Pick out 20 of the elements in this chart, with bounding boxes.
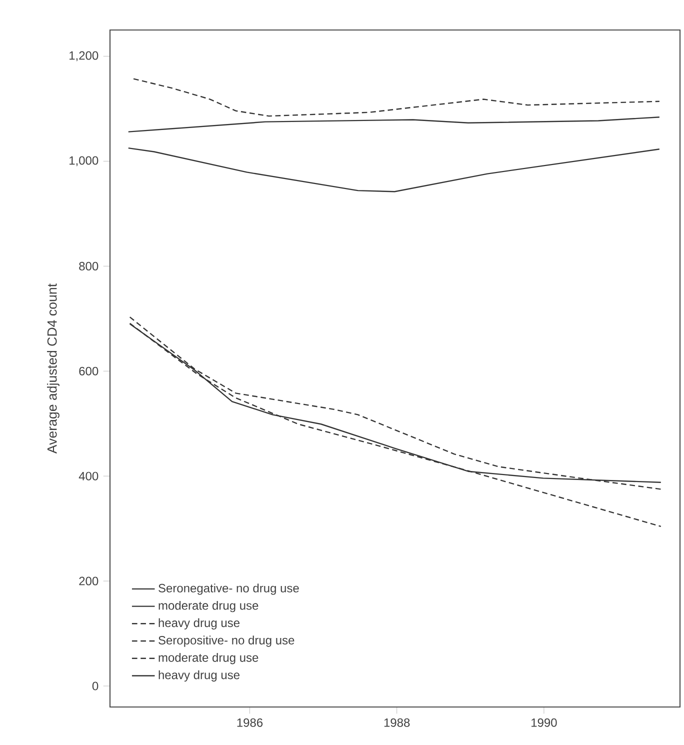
legend-label: heavy drug use — [158, 618, 240, 630]
x-tick-label: 1986 — [237, 718, 263, 727]
y-tick-label: 0 — [92, 682, 98, 690]
y-tick-label: 400 — [78, 472, 98, 480]
y-tick-label: 1,200 — [70, 51, 98, 62]
y-tick-label: 800 — [79, 262, 98, 270]
y-axis-title: Average adjusted CD4 count — [47, 284, 60, 454]
line-series — [128, 147, 660, 192]
legend-label: Seronegative- no drug use — [158, 584, 299, 595]
line-series — [128, 116, 660, 132]
line-series — [132, 78, 660, 117]
x-tick-label: 1988 — [384, 718, 410, 727]
legend-label: heavy drug use — [158, 670, 240, 682]
x-tick-label: 1990 — [532, 718, 557, 727]
legend-label: moderate drug use — [158, 653, 258, 664]
y-tick-label: 600 — [79, 366, 98, 376]
y-tick-label: 200 — [79, 576, 98, 586]
legend-label: moderate drug use — [158, 600, 258, 612]
y-tick-label: 1,000 — [70, 156, 98, 166]
legend-label: Seropositive- no drug use — [158, 636, 294, 647]
